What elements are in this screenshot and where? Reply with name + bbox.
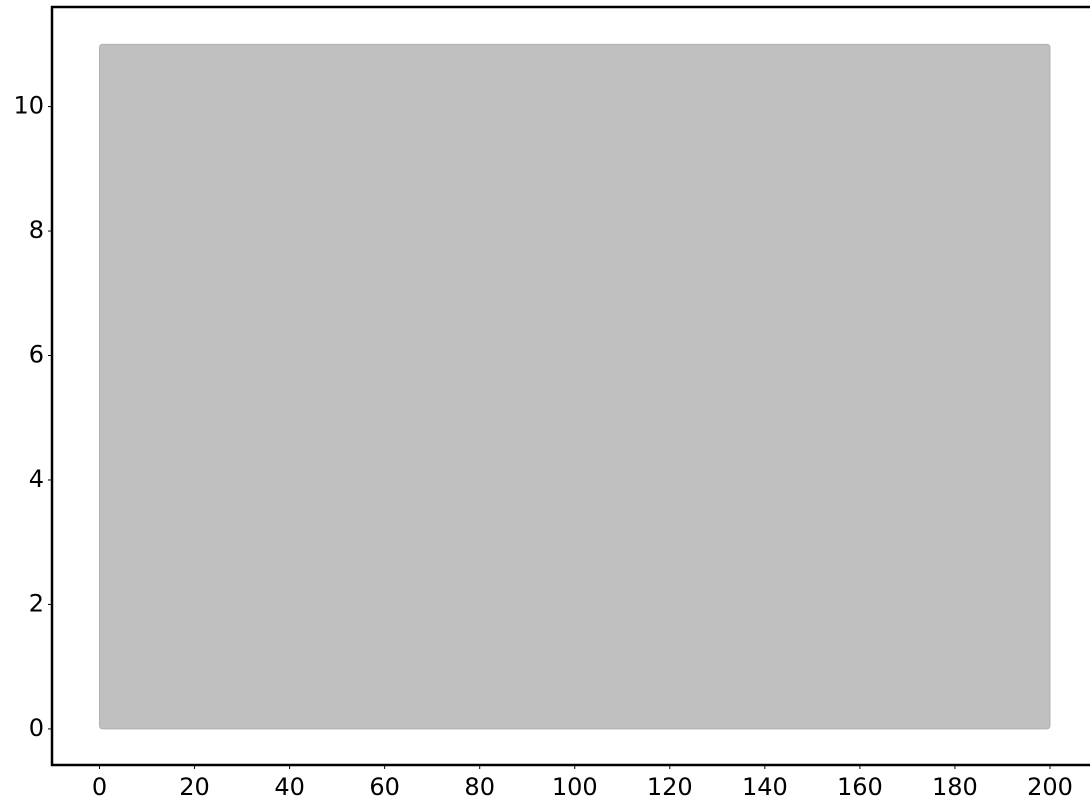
x-tick-label: 160: [837, 773, 883, 801]
y-tick-label: 4: [29, 465, 44, 493]
y-tick-label: 6: [29, 341, 44, 369]
x-tick-label: 0: [92, 773, 107, 801]
x-tick-label: 40: [274, 773, 305, 801]
image-region: [99, 43, 1051, 730]
x-tick-label: 200: [1027, 773, 1073, 801]
x-tick-label: 60: [369, 773, 400, 801]
x-tick-label: 100: [552, 773, 598, 801]
x-tick-label: 120: [647, 773, 693, 801]
x-tick-label: 80: [464, 773, 495, 801]
y-tick-label: 2: [29, 589, 44, 617]
y-tick-label: 8: [29, 216, 44, 244]
x-tick-label: 140: [742, 773, 788, 801]
x-tick-label: 180: [932, 773, 978, 801]
y-tick-label: 0: [29, 714, 44, 742]
y-tick-label: 10: [13, 92, 44, 120]
x-tick-label: 20: [179, 773, 210, 801]
